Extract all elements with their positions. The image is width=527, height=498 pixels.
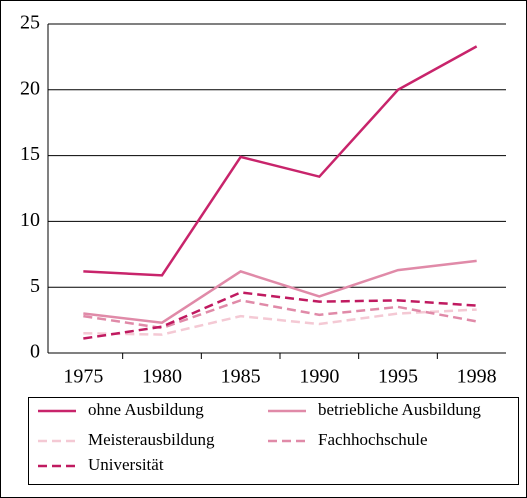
y-tick-label: 10 bbox=[20, 209, 40, 231]
legend-label: betriebliche Ausbildung bbox=[318, 400, 481, 419]
y-tick-label: 25 bbox=[20, 12, 40, 34]
y-tick-label: 15 bbox=[20, 143, 40, 165]
x-tick-label: 1990 bbox=[299, 366, 339, 388]
x-tick-label: 1998 bbox=[457, 366, 497, 388]
y-tick-label: 5 bbox=[30, 275, 40, 297]
x-tick-label: 1985 bbox=[221, 366, 261, 388]
x-tick-label: 1980 bbox=[142, 366, 182, 388]
x-tick-label: 1975 bbox=[63, 366, 103, 388]
series-line bbox=[83, 259, 477, 325]
series-line bbox=[83, 45, 478, 277]
legend-label: Meisterausbildung bbox=[88, 430, 215, 449]
legend-label: Universität bbox=[88, 455, 164, 474]
legend-label: ohne Ausbildung bbox=[88, 400, 204, 419]
series-line bbox=[83, 291, 477, 340]
x-tick-label: 1995 bbox=[378, 366, 418, 388]
series-line bbox=[83, 299, 477, 330]
y-tick-label: 0 bbox=[30, 341, 40, 363]
y-tick-label: 20 bbox=[20, 77, 40, 99]
series-line bbox=[83, 308, 477, 336]
legend-label: Fachhochschule bbox=[318, 430, 428, 449]
